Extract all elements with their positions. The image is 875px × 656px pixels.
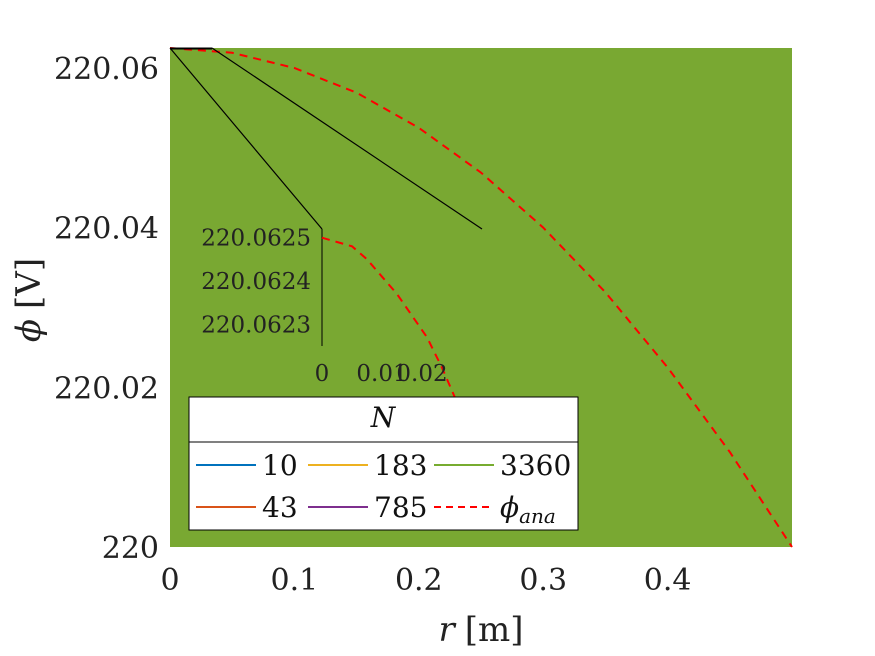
inset-x-tick-label: 0.02 — [396, 361, 447, 387]
zoom-connector-line — [169, 47, 323, 230]
x-tick-label: 0 — [160, 563, 179, 598]
inset-y-tick-label: 220.0625 — [201, 226, 311, 252]
x-tick-label: 0.1 — [271, 563, 319, 598]
x-tick-label: 0.3 — [519, 563, 567, 598]
legend-label: 3360 — [500, 449, 571, 482]
x-tick-label: 0.4 — [644, 563, 692, 598]
inset-y-tick-label: 220.0623 — [201, 312, 311, 338]
legend-label: 10 — [262, 449, 298, 482]
inset-axes — [321, 229, 473, 434]
legend-label: 183 — [374, 449, 427, 482]
x-tick-label: 0.2 — [395, 563, 443, 598]
inset-x-tick-label: 0 — [315, 361, 330, 387]
legend: N 10 43 183 785 3360 ϕana — [188, 396, 579, 531]
legend-label: 43 — [262, 491, 298, 524]
y-tick-label: 220 — [102, 531, 159, 566]
legend-label: ϕana — [500, 491, 556, 528]
y-axis-label: ϕ[V] — [9, 258, 49, 342]
y-tick-label: 220.02 — [54, 371, 159, 406]
y-tick-label: 220.06 — [54, 52, 159, 87]
inset-x-tick-label: 0.01 — [356, 361, 407, 387]
inset-series-line-phi-ana — [321, 236, 473, 434]
x-axis-label: r [m] — [438, 610, 523, 650]
inset-y-tick-label: 220.0624 — [201, 269, 311, 295]
series-line-phi-ana — [169, 47, 793, 548]
legend-title: N — [370, 401, 397, 434]
zoom-connector-line — [211, 47, 483, 230]
y-tick-label: 220.04 — [54, 212, 159, 247]
legend-label: 785 — [374, 491, 427, 524]
